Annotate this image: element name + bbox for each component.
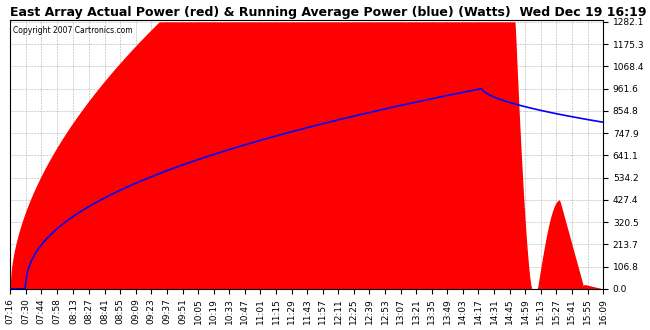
Text: East Array Actual Power (red) & Running Average Power (blue) (Watts)  Wed Dec 19: East Array Actual Power (red) & Running …	[10, 6, 647, 18]
Text: Copyright 2007 Cartronics.com: Copyright 2007 Cartronics.com	[13, 26, 133, 35]
